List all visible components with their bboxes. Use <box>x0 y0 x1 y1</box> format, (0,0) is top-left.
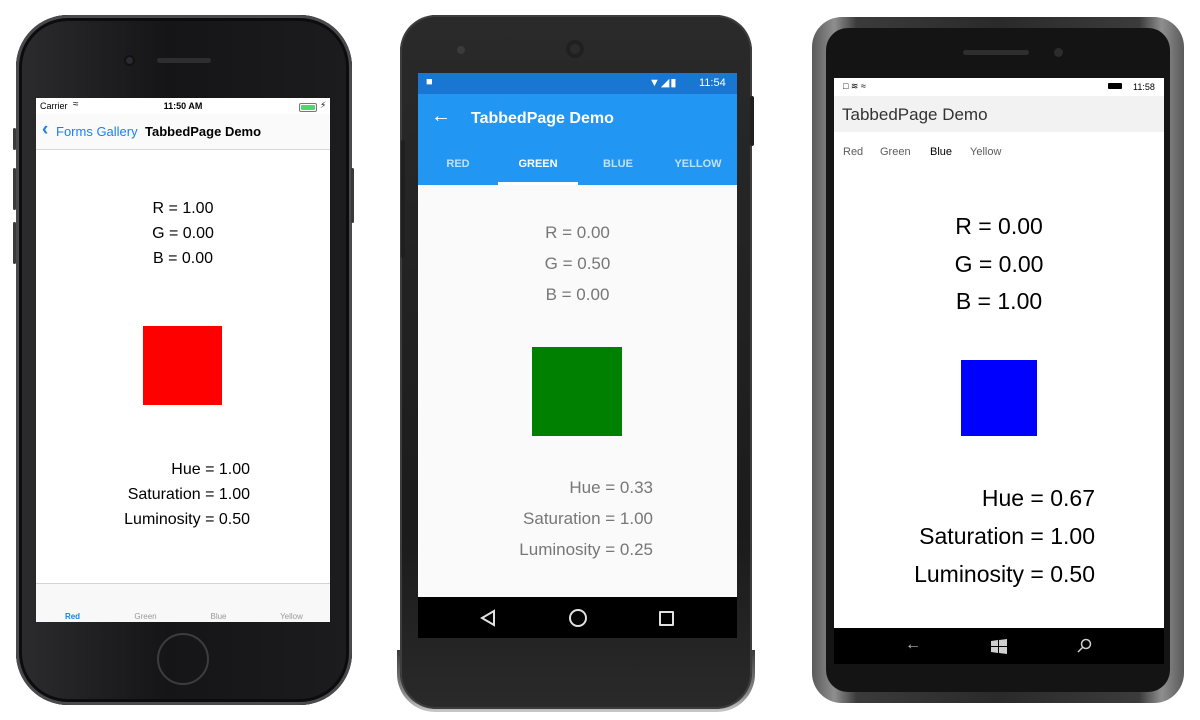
iphone-speaker <box>157 58 211 63</box>
ios-status-bar: Carrier ≈ 11:50 AM ⚡ <box>36 98 330 114</box>
android-sensor-icon <box>457 46 465 54</box>
android-volume-button <box>401 140 405 258</box>
back-arrow-icon[interactable]: ← <box>431 105 451 127</box>
page-title: TabbedPage Demo <box>471 110 614 127</box>
wp-title-bar: TabbedPage Demo <box>834 96 1164 132</box>
blue-value-label: B = 0.00 <box>152 250 214 267</box>
android-toolbar: ← TabbedPage Demo <box>418 94 737 144</box>
ios-screen: Carrier ≈ 11:50 AM ⚡ ‹ Forms Gallery Tab… <box>36 98 330 622</box>
signal-icons: ▼◢▮ <box>649 77 678 89</box>
tab-yellow[interactable]: Yellow <box>280 612 303 621</box>
wifi-icon: ≈ <box>73 99 79 110</box>
android-tab-strip: RED GREEN BLUE YELLOW <box>418 144 737 185</box>
color-swatch <box>961 360 1037 436</box>
status-time: 11:58 <box>1133 82 1155 92</box>
hue-label: Hue = 0.67 <box>981 485 1095 511</box>
iphone-mute-switch <box>13 128 16 150</box>
luminosity-label: Luminosity = 0.50 <box>124 511 250 528</box>
hue-label: Hue = 0.33 <box>569 478 653 497</box>
nav-recents-icon[interactable] <box>659 611 674 626</box>
charging-icon: ⚡ <box>320 100 327 110</box>
iphone-volume-down <box>13 222 16 264</box>
windows-phone-speaker <box>963 50 1029 55</box>
tab-red[interactable]: Red <box>843 146 864 158</box>
red-value-label: R = 0.00 <box>955 213 1043 239</box>
status-time: 11:50 AM <box>163 101 203 111</box>
blue-value-label: B = 1.00 <box>955 288 1043 314</box>
green-value-label: G = 0.50 <box>544 254 611 273</box>
tab-green[interactable]: Green <box>880 146 911 158</box>
tab-red[interactable]: Red <box>64 612 81 621</box>
tab-yellow[interactable]: Yellow <box>970 146 1002 158</box>
battery-icon <box>299 103 317 112</box>
back-button[interactable]: Forms Gallery <box>56 124 138 139</box>
saturation-label: Saturation = 1.00 <box>919 523 1095 549</box>
saturation-label: Saturation = 1.00 <box>127 486 250 503</box>
android-front-camera <box>566 40 584 58</box>
iphone-front-camera <box>124 55 135 66</box>
ios-navigation-bar: ‹ Forms Gallery TabbedPage Demo <box>36 114 330 150</box>
windows-phone-camera <box>1054 48 1063 57</box>
tab-blue[interactable]: BLUE <box>603 158 633 170</box>
tab-green[interactable]: Green <box>134 612 157 621</box>
hue-label: Hue = 1.00 <box>171 461 250 478</box>
color-swatch <box>143 326 222 405</box>
battery-icon <box>1108 83 1122 89</box>
luminosity-label: Luminosity = 0.50 <box>914 561 1095 587</box>
red-value-label: R = 1.00 <box>152 200 214 217</box>
wp-status-bar: □ ≋ ≈ 11:58 <box>834 78 1164 96</box>
active-tab-indicator <box>498 182 578 185</box>
tab-red[interactable]: RED <box>446 158 470 170</box>
wp-navigation-bar: ← <box>834 628 1164 664</box>
red-value-label: R = 0.00 <box>545 223 610 242</box>
carrier-label: Carrier <box>40 101 68 111</box>
saturation-label: Saturation = 1.00 <box>523 509 653 528</box>
status-time: 11:54 <box>699 77 726 89</box>
android-status-bar: ■ ▼◢▮ 11:54 <box>418 73 737 94</box>
nav-back-icon[interactable]: ← <box>905 636 921 653</box>
iphone-power-button <box>351 168 354 223</box>
blue-value-label: B = 0.00 <box>545 285 610 304</box>
windows-start-icon[interactable] <box>991 639 1007 654</box>
green-value-label: G = 0.00 <box>954 251 1044 277</box>
tab-blue[interactable]: Blue <box>930 146 953 158</box>
luminosity-label: Luminosity = 0.25 <box>519 540 653 559</box>
page-title: TabbedPage Demo <box>145 124 262 139</box>
android-screen: ■ ▼◢▮ 11:54 ← TabbedPage Demo RED GREEN … <box>418 73 737 638</box>
color-swatch <box>532 347 622 436</box>
tab-blue[interactable]: Blue <box>210 612 227 621</box>
nav-home-icon[interactable] <box>569 609 587 627</box>
green-value-label: G = 0.00 <box>152 225 214 242</box>
tab-yellow[interactable]: YELLOW <box>674 158 722 170</box>
back-chevron-icon[interactable]: ‹ <box>42 119 49 140</box>
signal-icons: □ ≋ ≈ <box>843 81 866 91</box>
android-power-button <box>750 96 754 146</box>
tab-green[interactable]: GREEN <box>518 158 558 170</box>
windows-phone-screen: □ ≋ ≈ 11:58 TabbedPage Demo Red Green Bl… <box>834 78 1164 628</box>
page-title: TabbedPage Demo <box>842 105 988 124</box>
android-navigation-bar <box>418 597 737 638</box>
ios-tab-bar: Red Green Blue Yellow <box>36 583 330 622</box>
nav-back-icon[interactable] <box>480 609 496 627</box>
iphone-home-button[interactable] <box>157 633 209 685</box>
iphone-volume-up <box>13 168 16 210</box>
notification-icon: ■ <box>426 76 433 88</box>
search-icon[interactable] <box>1076 638 1092 654</box>
